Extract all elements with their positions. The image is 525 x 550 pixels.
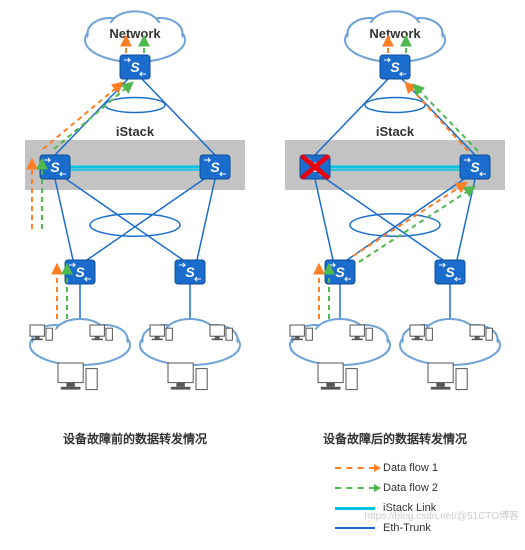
caption-before: 设备故障前的数据转发情况 [20, 430, 250, 447]
svg-text:S: S [445, 264, 455, 280]
legend-flow1-label: Data flow 1 [383, 462, 438, 474]
svg-text:Network: Network [369, 26, 421, 41]
svg-text:S: S [75, 264, 85, 280]
watermark: https://blog.csdn.net/@51CTO博客 [365, 507, 519, 522]
legend: Data flow 1 Data flow 2 iStack Link Eth-… [335, 458, 438, 538]
svg-text:S: S [390, 59, 400, 75]
legend-eth-label: Eth-Trunk [383, 522, 431, 534]
svg-text:S: S [210, 159, 220, 175]
svg-text:iStack: iStack [376, 124, 415, 139]
legend-flow1: Data flow 1 [335, 458, 438, 478]
svg-text:S: S [335, 264, 345, 280]
topology-diagram: iStackNetworkSSSSSiStackNetworkSSSSS [0, 0, 525, 430]
svg-text:S: S [470, 159, 480, 175]
caption-after: 设备故障后的数据转发情况 [280, 430, 510, 447]
svg-text:iStack: iStack [116, 124, 155, 139]
svg-text:S: S [130, 59, 140, 75]
svg-text:S: S [185, 264, 195, 280]
legend-flow2: Data flow 2 [335, 478, 438, 498]
legend-flow2-label: Data flow 2 [383, 482, 438, 494]
svg-text:S: S [50, 159, 60, 175]
svg-text:Network: Network [109, 26, 161, 41]
